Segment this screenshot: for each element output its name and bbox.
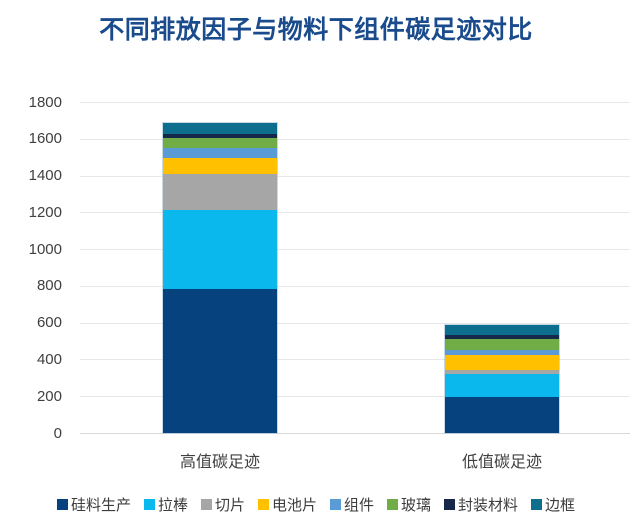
legend: 硅料生产 拉棒 切片 电池片 组件 玻璃 封装材料 边框 <box>0 494 632 515</box>
legend-swatch-icon <box>330 499 341 510</box>
y-axis-tick-label: 600 <box>36 314 62 332</box>
bar-segment <box>445 335 559 340</box>
stacked-bar-high <box>162 122 278 434</box>
legend-item: 组件 <box>330 494 374 515</box>
y-axis-tick-label: 1200 <box>28 203 62 221</box>
stacked-bar-low <box>444 324 560 434</box>
legend-item: 边框 <box>531 494 575 515</box>
legend-swatch-icon <box>257 499 269 510</box>
x-axis-baseline <box>80 433 630 434</box>
y-axis-tick-label: 0 <box>53 424 62 442</box>
legend-item: 电池片 <box>257 494 317 515</box>
legend-swatch-icon <box>56 499 68 510</box>
bar-segment <box>163 148 277 158</box>
legend-swatch-icon <box>200 499 212 510</box>
bar-segment <box>163 123 277 134</box>
legend-label: 组件 <box>344 497 375 514</box>
bar-segment <box>445 370 559 375</box>
legend-item: 封装材料 <box>444 494 518 515</box>
legend-label: 封装材料 <box>458 497 519 514</box>
legend-item: 拉棒 <box>143 494 188 515</box>
bar-segment <box>445 355 559 371</box>
y-axis-tick-label: 800 <box>36 277 62 295</box>
x-category-label-low: 低值碳足迹 <box>461 454 542 471</box>
bar-segment <box>163 288 277 433</box>
bar-segment <box>163 173 277 210</box>
legend-label: 边框 <box>545 497 576 514</box>
gridline <box>80 359 630 361</box>
gridline <box>80 102 630 103</box>
bar-segment <box>163 138 277 149</box>
gridline <box>80 138 630 140</box>
y-axis-tick-label: 1600 <box>28 130 62 148</box>
bar-segment <box>445 339 559 351</box>
legend-swatch-icon <box>444 499 456 510</box>
bar-segment <box>445 397 559 433</box>
bar-segment <box>163 157 277 174</box>
legend-swatch-icon <box>387 499 399 510</box>
bar-segment <box>445 325 559 336</box>
gridline <box>80 175 630 177</box>
legend-item: 硅料生产 <box>56 494 131 515</box>
gridline <box>80 285 630 287</box>
y-axis-tick-label: 400 <box>36 350 62 368</box>
legend-label: 电池片 <box>271 497 317 514</box>
y-axis-tick-label: 1400 <box>28 167 62 185</box>
y-axis-tick-label: 1000 <box>28 240 62 258</box>
bar-segment <box>445 350 559 356</box>
legend-swatch-icon <box>531 499 543 510</box>
gridline <box>80 212 630 214</box>
legend-label: 切片 <box>214 497 245 514</box>
gridline <box>80 396 630 398</box>
legend-label: 玻璃 <box>401 497 432 514</box>
y-axis-tick-label: 200 <box>36 387 62 405</box>
bar-segment <box>445 374 559 398</box>
legend-item: 切片 <box>200 494 245 515</box>
bar-segment <box>163 133 277 139</box>
y-axis-tick-label: 1800 <box>28 93 62 111</box>
bar-segment <box>163 209 277 289</box>
chart-title: 不同排放因子与物料下组件碳足迹对比 <box>99 16 533 44</box>
x-category-label-high: 高值碳足迹 <box>179 454 260 471</box>
gridline <box>80 322 630 324</box>
legend-label: 拉棒 <box>157 497 188 514</box>
legend-swatch-icon <box>143 499 155 510</box>
gridline <box>80 249 630 251</box>
legend-item: 玻璃 <box>387 494 431 515</box>
legend-label: 硅料生产 <box>70 497 131 514</box>
